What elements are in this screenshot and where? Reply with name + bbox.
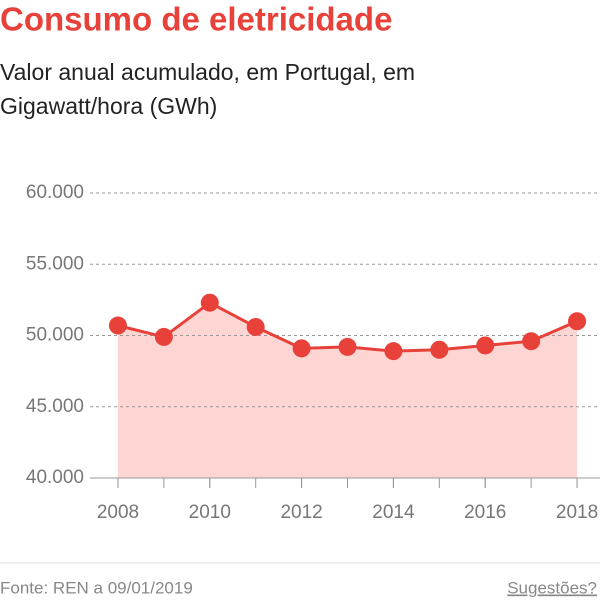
area <box>117 302 578 478</box>
x-tick-label: 2016 <box>464 502 506 523</box>
point <box>292 339 311 358</box>
x-tick-label: 2014 <box>372 502 415 523</box>
y-tick-label: 45.000 <box>26 396 84 417</box>
x-tick-label: 2012 <box>280 502 322 523</box>
y-tick-label: 55.000 <box>26 253 84 274</box>
point <box>476 336 495 355</box>
point <box>338 337 357 356</box>
chart-subtitle: Valor anual acumulado, em Portugal, em Gi… <box>0 59 415 119</box>
source: Fonte: REN a 09/01/2019 <box>0 578 193 597</box>
point <box>154 327 173 346</box>
x-tick-label: 2010 <box>189 502 231 523</box>
chart-title: Consumo de eletricidade <box>0 1 392 38</box>
point <box>522 332 541 351</box>
point <box>108 316 127 335</box>
point <box>246 317 265 336</box>
x-tick-label: 2008 <box>97 502 139 523</box>
y-tick-label: 40.000 <box>26 467 84 488</box>
point <box>384 342 403 361</box>
y-tick-label: 60.000 <box>26 182 84 203</box>
point <box>430 340 449 359</box>
x-tick-label: 2018 <box>556 502 598 523</box>
y-tick-label: 50.000 <box>26 325 84 346</box>
suggestions-link[interactable]: Sugestões? <box>507 578 597 597</box>
point <box>200 293 219 312</box>
point <box>568 312 587 331</box>
